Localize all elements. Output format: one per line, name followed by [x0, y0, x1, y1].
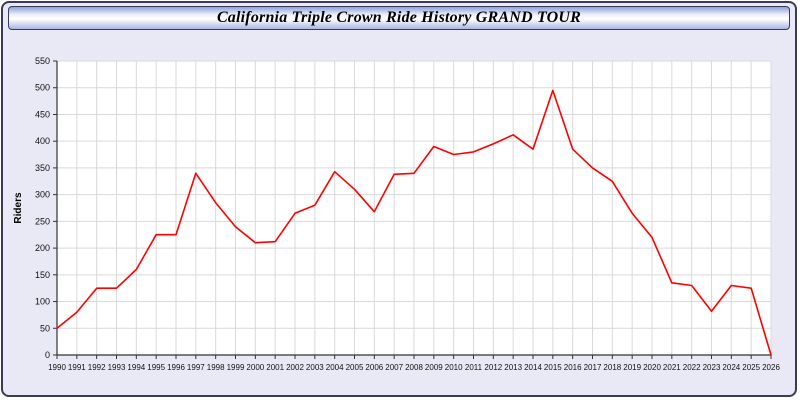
y-tick-label: 550 [35, 56, 50, 66]
x-tick-label: 1994 [127, 363, 145, 372]
y-tick-label: 150 [35, 270, 50, 280]
y-tick-label: 50 [40, 323, 50, 333]
x-tick-label: 1997 [187, 363, 205, 372]
x-tick-label: 2012 [484, 363, 502, 372]
x-tick-label: 2004 [326, 363, 344, 372]
x-tick-label: 2025 [742, 363, 760, 372]
x-tick-label: 2000 [246, 363, 264, 372]
y-tick-label: 200 [35, 243, 50, 253]
x-tick-label: 1991 [68, 363, 86, 372]
x-tick-label: 2014 [524, 363, 542, 372]
x-tick-label: 2019 [623, 363, 641, 372]
y-tick-label: 250 [35, 216, 50, 226]
x-tick-label: 2011 [465, 363, 483, 372]
x-tick-label: 2008 [405, 363, 423, 372]
x-tick-label: 2020 [643, 363, 661, 372]
x-tick-label: 1992 [88, 363, 106, 372]
riders-series-line [56, 89, 772, 356]
x-tick-label: 2002 [286, 363, 304, 372]
x-tick-label: 2006 [365, 363, 383, 372]
y-tick-label: 450 [35, 109, 50, 119]
x-tick-label: 2022 [683, 363, 701, 372]
x-tick-label: 1998 [207, 363, 225, 372]
x-tick-label: 2009 [425, 363, 443, 372]
chart-area: 0 50 100 150 200 250 300 350 400 450 500 550 1990 199… [9, 47, 795, 395]
x-tick-label: 1990 [48, 363, 66, 372]
x-tick-label: 2003 [306, 363, 324, 372]
x-tick-label: 2017 [584, 363, 602, 372]
y-tick-label: 400 [35, 136, 50, 146]
x-tick-label: 2026 [762, 363, 780, 372]
x-tick-label: 2021 [663, 363, 681, 372]
y-tick-label: 300 [35, 190, 50, 200]
y-tick-label: 100 [35, 297, 50, 307]
x-tick-label: 2018 [603, 363, 621, 372]
x-tick-label: 2013 [504, 363, 522, 372]
x-tick-label: 1999 [227, 363, 245, 372]
y-axis-label: Riders [13, 192, 24, 224]
x-tick-label: 2016 [564, 363, 582, 372]
x-tick-label: 1993 [108, 363, 126, 372]
x-tick-label: 1995 [147, 363, 165, 372]
x-tick-label: 2023 [703, 363, 721, 372]
title-bar: California Triple Crown Ride History GRA… [8, 6, 790, 30]
x-tick-label: 2024 [722, 363, 740, 372]
x-tick-label: 2001 [266, 363, 284, 372]
x-tick-label: 2005 [346, 363, 364, 372]
x-tick-label: 2015 [544, 363, 562, 372]
y-tick-label: 500 [35, 83, 50, 93]
x-tick-label: 2010 [445, 363, 463, 372]
y-tick-label: 350 [35, 163, 50, 173]
x-tick-label: 2007 [385, 363, 403, 372]
chart-title: California Triple Crown Ride History GRA… [216, 9, 582, 26]
y-tick-label: 0 [45, 350, 50, 360]
x-tick-label: 1996 [167, 363, 185, 372]
